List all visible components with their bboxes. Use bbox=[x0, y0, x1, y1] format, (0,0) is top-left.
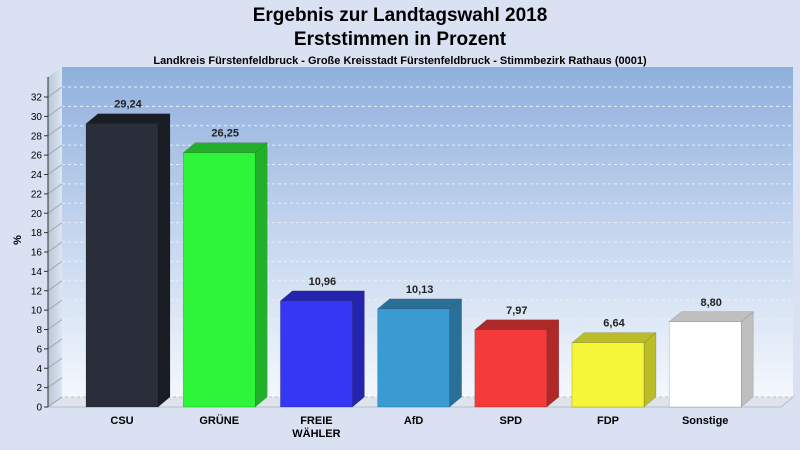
grid-line-wall bbox=[47, 260, 63, 272]
grid-line-wall bbox=[47, 222, 63, 234]
y-tick-label: 6 bbox=[36, 344, 42, 355]
grid-line-wall bbox=[47, 241, 63, 253]
plot-left-wall bbox=[48, 67, 62, 407]
y-tick-label: 4 bbox=[36, 364, 42, 375]
y-tick-label: 26 bbox=[31, 151, 43, 162]
y-tick-label: 12 bbox=[31, 286, 43, 297]
bar bbox=[377, 308, 450, 408]
grid-line-wall bbox=[47, 396, 63, 408]
grid-line-wall bbox=[47, 338, 63, 350]
data-label: 26,25 bbox=[211, 128, 239, 140]
data-label: 10,96 bbox=[309, 276, 337, 288]
bar bbox=[182, 152, 256, 408]
grid-line-wall bbox=[47, 280, 63, 292]
grid-line-wall bbox=[47, 105, 63, 117]
bar-top bbox=[85, 113, 171, 124]
bar-top bbox=[376, 298, 463, 310]
bar bbox=[474, 329, 548, 408]
bar-top bbox=[571, 332, 657, 343]
data-label: 29,24 bbox=[114, 99, 142, 111]
data-label: 8,80 bbox=[700, 297, 721, 309]
bar bbox=[571, 342, 645, 408]
grid-line-wall bbox=[47, 144, 63, 156]
x-tick-label: CSU bbox=[110, 415, 133, 427]
data-label: 10,13 bbox=[406, 284, 434, 296]
y-tick-label: 30 bbox=[31, 112, 43, 123]
chart-title-line2: Erststimmen in Prozent bbox=[293, 29, 507, 50]
x-tick-label: SPD bbox=[499, 415, 522, 427]
bar bbox=[280, 300, 353, 408]
y-tick-label: 20 bbox=[31, 209, 43, 220]
grid-line-wall bbox=[47, 164, 63, 175]
x-tick-label: FREIE bbox=[300, 415, 332, 427]
y-axis-label: % bbox=[12, 235, 24, 245]
bar-side bbox=[740, 311, 754, 408]
y-tick-label: 22 bbox=[31, 189, 43, 200]
bar-side bbox=[546, 319, 560, 408]
x-tick-label: WÄHLER bbox=[292, 427, 340, 440]
x-tick-label: Sonstige bbox=[682, 415, 728, 427]
bar-top bbox=[182, 142, 268, 153]
grid-line-wall bbox=[47, 319, 63, 330]
bar-top bbox=[279, 290, 366, 302]
bar-side bbox=[254, 142, 268, 408]
grid-line-wall bbox=[47, 202, 63, 214]
y-tick-label: 0 bbox=[36, 403, 42, 414]
y-tick-label: 24 bbox=[31, 170, 43, 181]
y-tick-label: 16 bbox=[31, 248, 43, 259]
chart-title: Ergebnis zur Landtagswahl 2018 bbox=[252, 5, 548, 26]
plot-area: 02468101214161820222426283032%29,24CSU26… bbox=[12, 67, 795, 440]
bar-top bbox=[474, 319, 560, 331]
grid-line-wall bbox=[47, 86, 63, 98]
x-tick-label: AfD bbox=[404, 415, 424, 427]
y-tick-label: 18 bbox=[31, 228, 43, 239]
bar-top bbox=[668, 311, 754, 322]
y-tick-label: 8 bbox=[36, 325, 42, 336]
y-tick-label: 28 bbox=[31, 131, 43, 142]
bar-side bbox=[643, 332, 657, 408]
grid-line-wall bbox=[47, 299, 63, 311]
bar bbox=[668, 321, 742, 408]
y-tick-label: 2 bbox=[36, 383, 42, 394]
bar-side bbox=[449, 298, 462, 408]
grid-line-wall bbox=[47, 183, 63, 195]
y-tick-label: 14 bbox=[31, 267, 43, 278]
grid-line-wall bbox=[47, 357, 63, 369]
chart-subtitle: Landkreis Fürstenfeldbruck - Große Kreis… bbox=[153, 55, 647, 67]
bar-side bbox=[157, 113, 171, 408]
data-label: 6,64 bbox=[603, 318, 625, 330]
x-tick-label: FDP bbox=[597, 415, 619, 427]
data-label: 7,97 bbox=[506, 305, 527, 317]
y-tick-label: 32 bbox=[31, 93, 43, 104]
x-tick-label: GRÜNE bbox=[199, 414, 239, 427]
grid-line-wall bbox=[47, 125, 63, 137]
bar bbox=[85, 123, 159, 408]
grid-line-wall bbox=[47, 377, 63, 389]
y-tick-label: 10 bbox=[31, 306, 43, 317]
bar-side bbox=[352, 290, 365, 408]
